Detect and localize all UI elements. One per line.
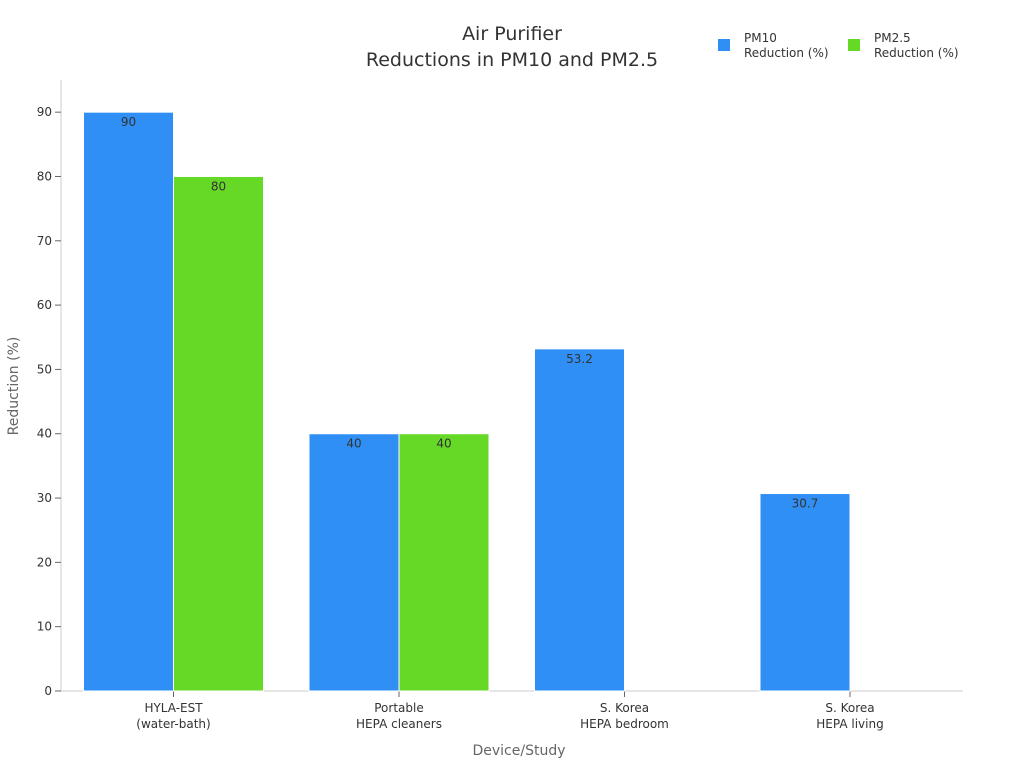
y-tick-label: 70 (37, 234, 52, 248)
y-tick-label: 20 (37, 555, 52, 569)
x-tick-label: HEPA living (816, 717, 883, 731)
y-tick-label: 10 (37, 620, 52, 634)
data-label: 30.7 (792, 497, 819, 511)
legend-label: PM10 (744, 31, 777, 45)
data-label: 40 (346, 437, 361, 451)
y-tick-label: 90 (37, 105, 52, 119)
y-tick-label: 60 (37, 298, 52, 312)
legend-swatch (848, 39, 860, 51)
data-label: 40 (436, 437, 451, 451)
x-tick-label: (water-bath) (136, 717, 210, 731)
bar (173, 175, 264, 692)
bar (534, 348, 625, 692)
x-tick-label: HEPA bedroom (580, 717, 669, 731)
bar (398, 433, 490, 692)
x-tick-label: S. Korea (600, 701, 649, 715)
bar (83, 111, 174, 692)
chart-title-line-2: Reductions in PM10 and PM2.5 (366, 49, 658, 71)
bar (759, 493, 851, 692)
data-label: 80 (211, 179, 226, 193)
bar (308, 433, 400, 692)
x-axis: HYLA-EST (water-bath) Portable HEPA cleaner… (61, 690, 963, 731)
chart-title: Air Purifier Reductions in PM10 and PM2.… (366, 23, 658, 71)
y-tick-label: 30 (37, 491, 52, 505)
x-tick-label: Portable (374, 701, 423, 715)
legend-label: PM2.5 (874, 31, 911, 45)
y-tick-label: 80 (37, 169, 52, 183)
y-tick-label: 40 (37, 427, 52, 441)
x-tick-label: HEPA cleaners (356, 717, 442, 731)
legend-label: Reduction (%) (744, 46, 829, 60)
x-axis-title: Device/Study (472, 743, 565, 759)
y-axis: 0 10 20 30 40 50 60 70 80 90 (37, 80, 62, 698)
chart-title-line-1: Air Purifier (462, 23, 562, 45)
x-tick-label: S. Korea (825, 701, 874, 715)
bars (83, 111, 851, 692)
legend-swatch (718, 39, 730, 51)
data-label: 53.2 (566, 352, 593, 366)
y-tick-label: 0 (44, 684, 52, 698)
y-axis-title: Reduction (%) (6, 337, 22, 436)
y-tick-label: 50 (37, 362, 52, 376)
data-labels: 90 40 53.2 30.7 80 40 (121, 115, 819, 510)
legend-label: Reduction (%) (874, 46, 959, 60)
data-label: 90 (121, 115, 136, 129)
x-tick-label: HYLA-EST (144, 701, 203, 715)
